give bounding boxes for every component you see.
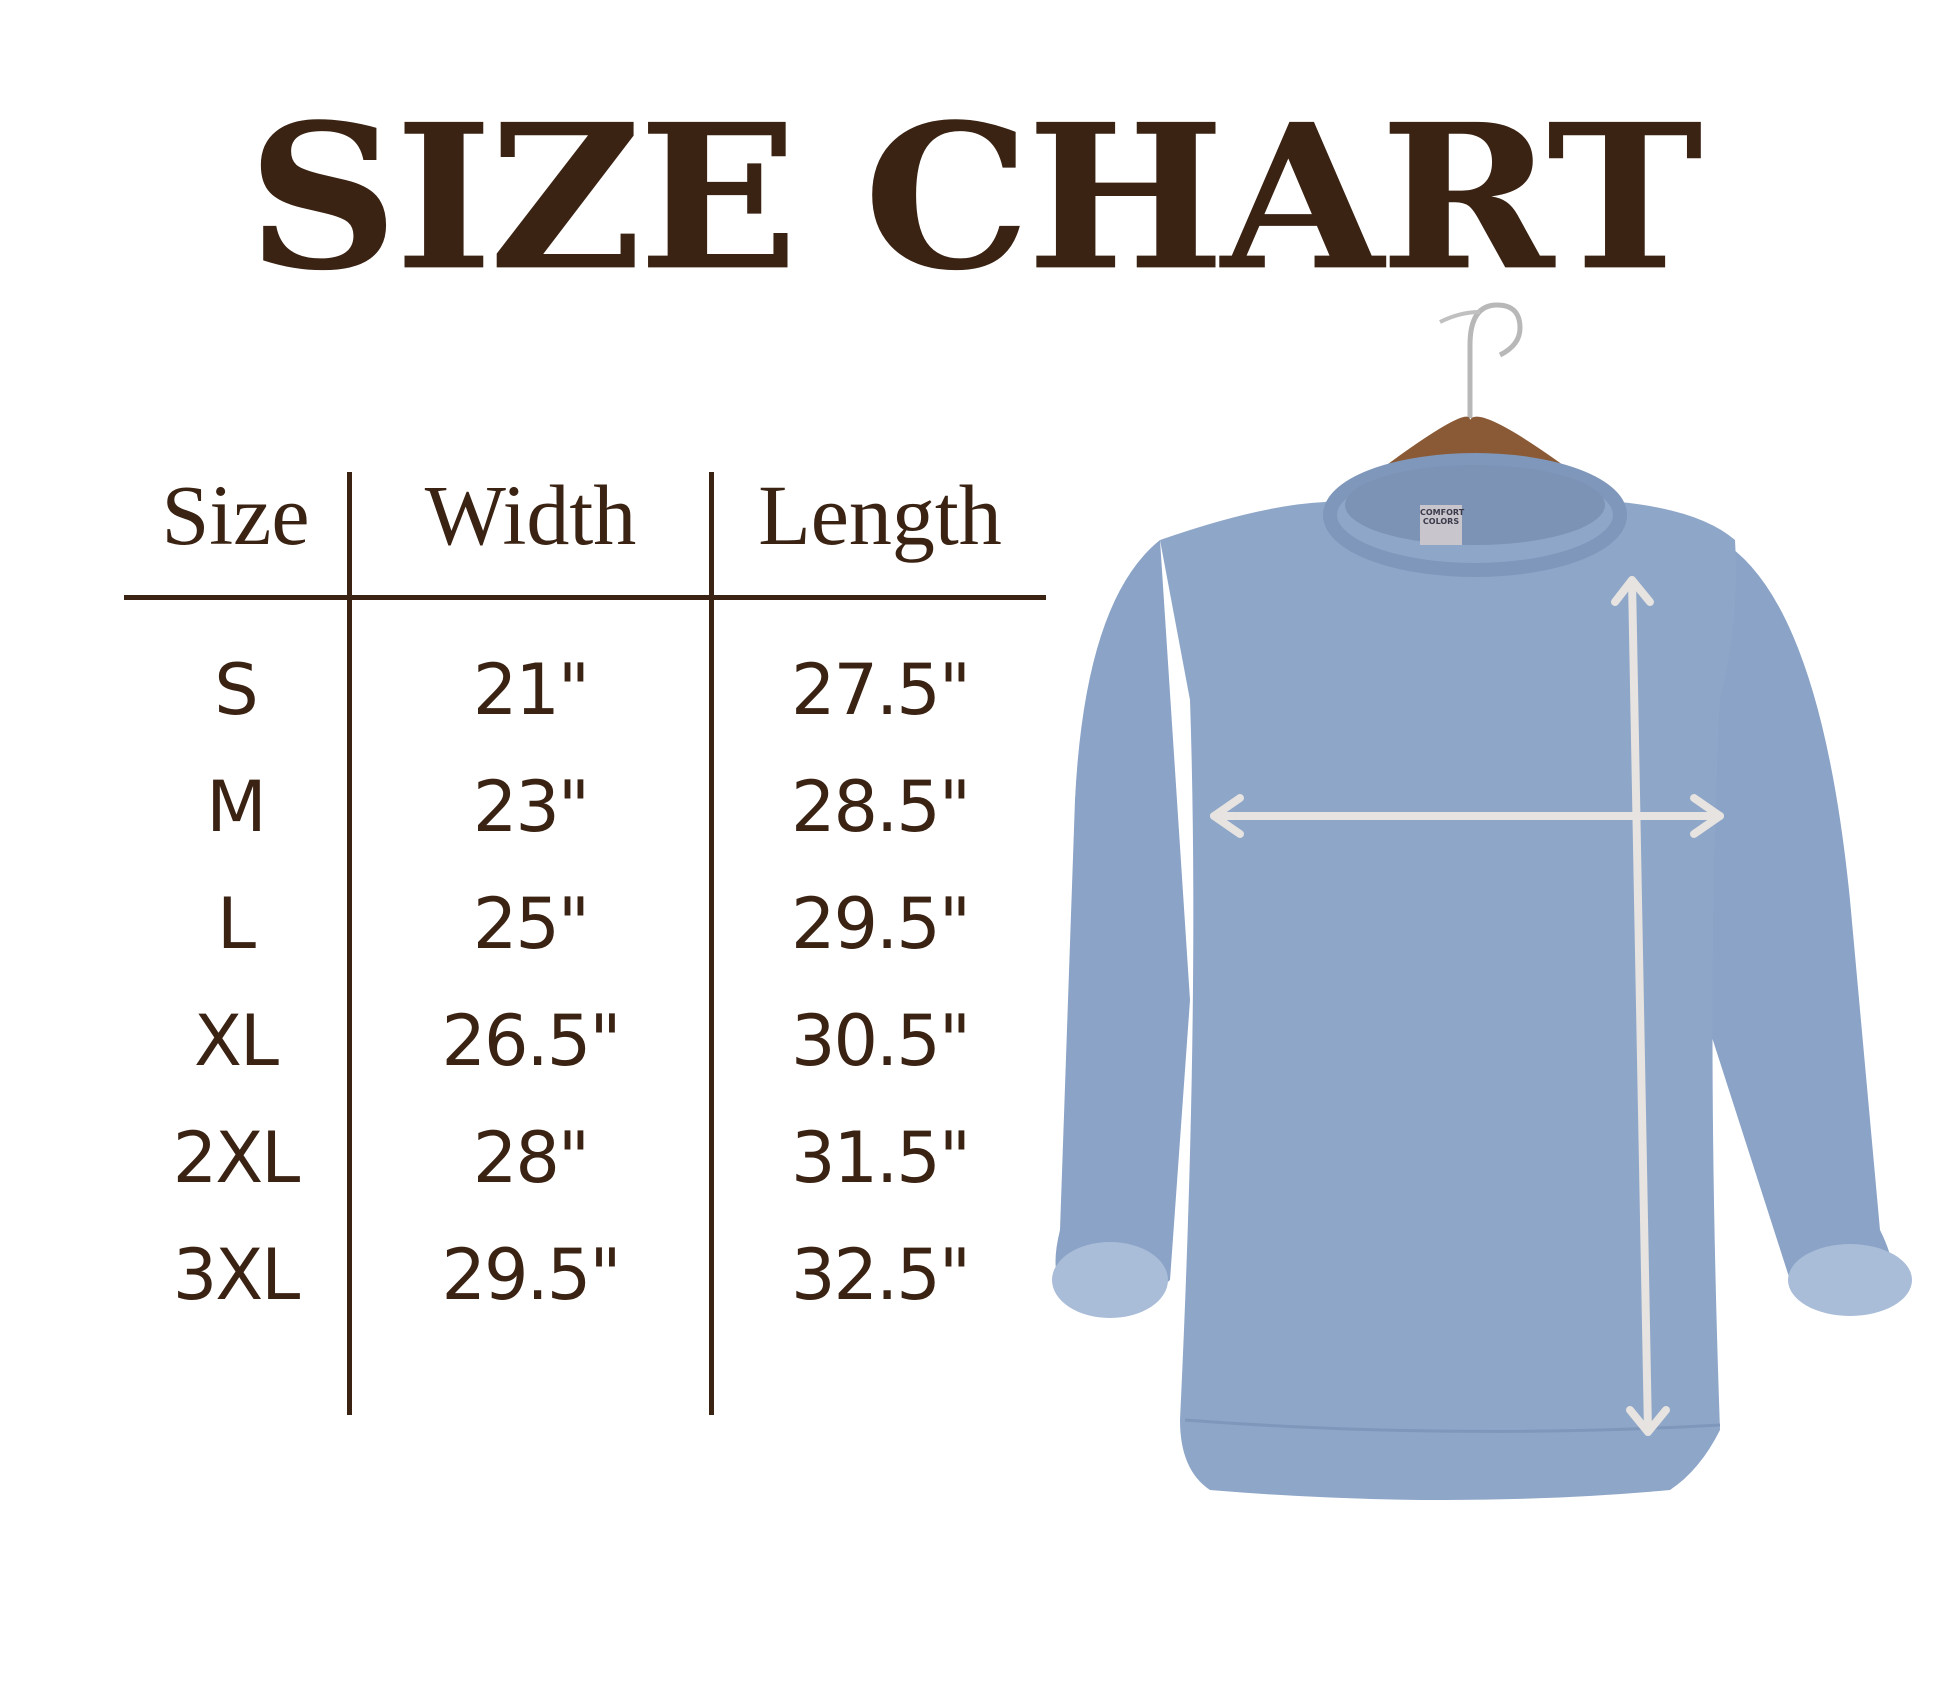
cell-size: XL	[194, 1000, 279, 1082]
size-table: Size Width Length S 21" 27.5" M 23" 28.5…	[124, 470, 1046, 1415]
cell-length: 32.5"	[790, 1234, 971, 1316]
cell-length: 31.5"	[790, 1117, 971, 1199]
cell-width: 29.5"	[441, 1234, 621, 1316]
cell-width: 23"	[472, 766, 590, 848]
cell-length: 30.5"	[790, 1000, 971, 1082]
cell-length: 29.5"	[790, 883, 971, 965]
cell-size: M	[206, 766, 266, 848]
cell-width: 21"	[472, 649, 590, 731]
column-divider	[709, 472, 714, 1415]
cell-length: 27.5"	[790, 649, 971, 731]
length-arrow-icon	[1611, 576, 1670, 1436]
cell-width: 26.5"	[441, 1000, 621, 1082]
column-divider	[347, 472, 352, 1415]
cell-size: 2XL	[172, 1117, 301, 1199]
cell-size: S	[214, 649, 258, 731]
cell-size: 3XL	[172, 1234, 301, 1316]
header-size: Size	[161, 467, 310, 563]
cell-size: L	[217, 883, 256, 965]
header-length: Length	[758, 467, 1002, 563]
cell-length: 28.5"	[790, 766, 971, 848]
cell-width: 25"	[472, 883, 590, 965]
brand-label-icon	[1420, 505, 1462, 545]
cell-width: 28"	[472, 1117, 590, 1199]
header-width: Width	[424, 467, 637, 563]
header-divider	[124, 595, 1046, 600]
brand-label-text: COMFORT COLORS	[1420, 508, 1465, 526]
hanger-hook-icon	[1467, 302, 1523, 418]
page-title: SIZE CHART	[247, 80, 1703, 315]
